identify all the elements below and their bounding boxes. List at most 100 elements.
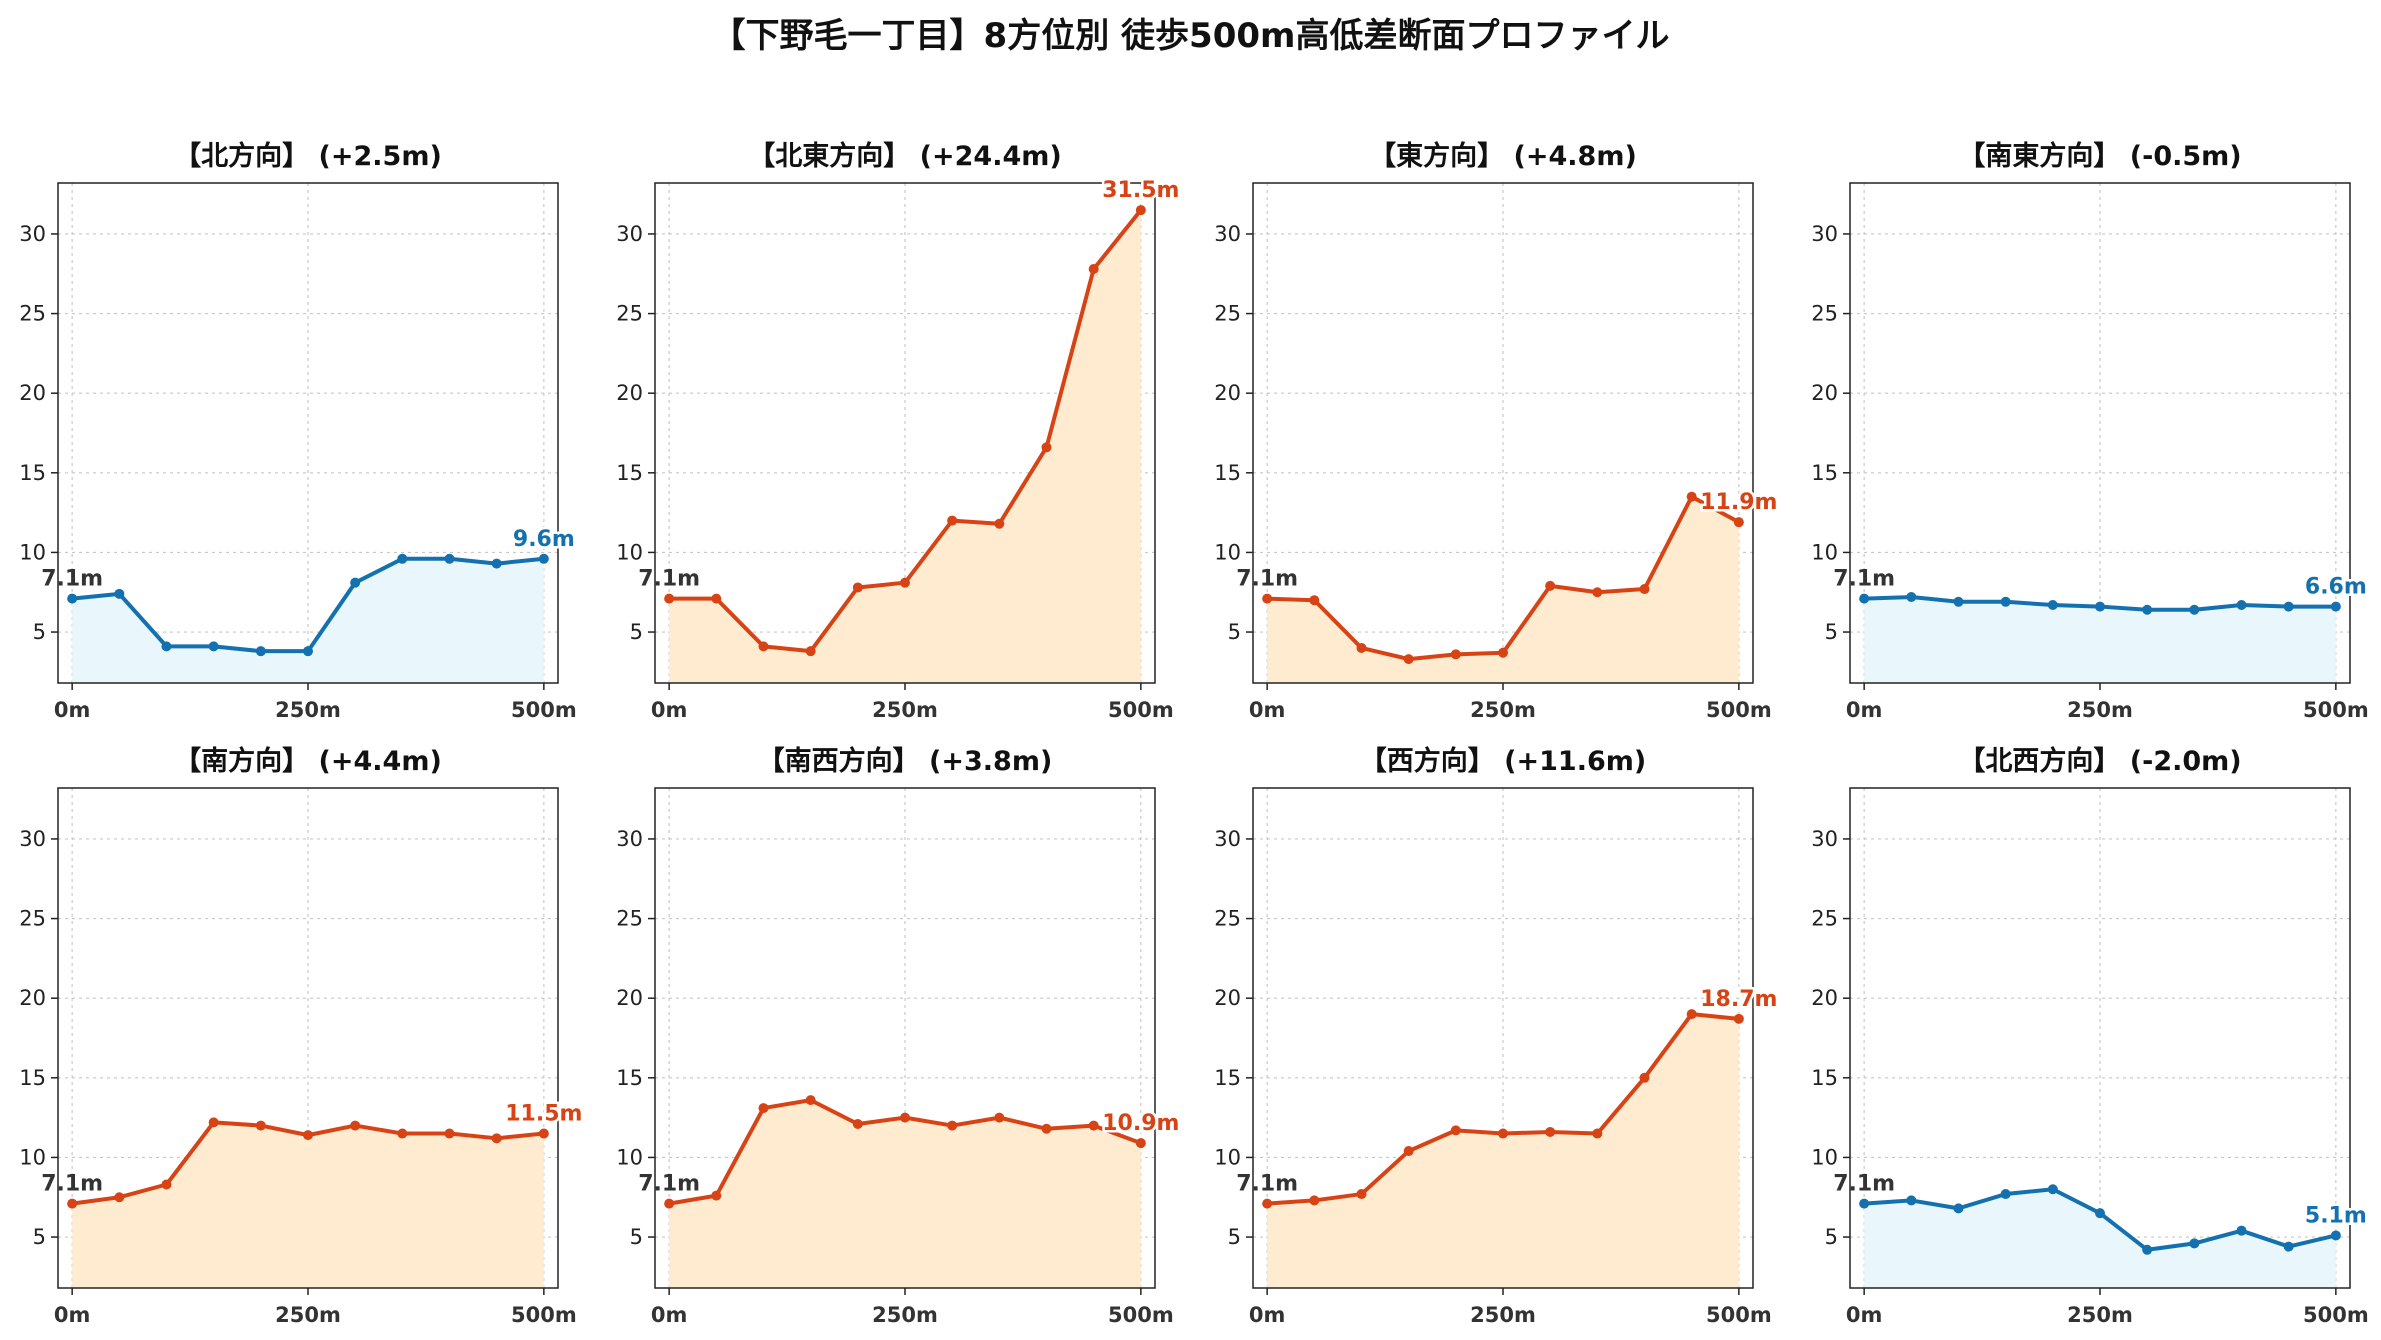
y-tick-label: 5 [630,1225,643,1249]
panel-title: 【東方向】 (+4.8m) [1369,140,1637,172]
data-point [1450,1125,1461,1136]
end-value-label: 10.9m [1102,1111,1179,1136]
end-value-label: 31.5m [1102,178,1179,203]
data-point [2000,596,2011,607]
data-point [303,646,313,657]
x-tick-label: 0m [1249,1303,1286,1327]
y-tick-label: 15 [1214,1066,1241,1090]
x-tick-label: 500m [1706,698,1772,722]
y-tick-label: 15 [616,461,643,485]
x-tick-label: 250m [872,698,938,722]
y-tick-label: 5 [33,620,46,644]
y-tick-label: 15 [1214,461,1241,485]
y-tick-label: 30 [1214,222,1241,246]
area-fill [669,1100,1141,1288]
data-point [1545,580,1556,591]
data-point [2330,601,2341,612]
data-point [1309,595,1320,606]
y-tick-label: 10 [1214,540,1241,564]
data-point [2283,1241,2294,1252]
data-point [1639,584,1650,595]
y-tick-label: 25 [1811,907,1838,931]
start-value-label: 7.1m [638,567,700,592]
data-point [397,1128,408,1139]
y-tick-label: 25 [19,302,46,326]
data-point [208,1117,219,1128]
y-tick-label: 20 [19,381,46,405]
x-tick-label: 0m [651,1303,688,1327]
start-value-label: 7.1m [41,1172,103,1197]
data-point [1906,1195,1917,1206]
start-value-label: 7.1m [638,1172,700,1197]
y-tick-label: 5 [1825,1225,1838,1249]
data-point [303,1130,313,1141]
data-point [255,646,266,657]
x-tick-label: 0m [651,698,688,722]
y-tick-label: 25 [1811,302,1838,326]
y-tick-label: 25 [1214,907,1241,931]
area-fill [72,558,544,683]
data-point [67,593,78,604]
y-tick-label: 10 [616,1145,643,1169]
data-point [208,641,219,652]
x-tick-label: 0m [1846,1303,1883,1327]
y-tick-label: 30 [19,222,46,246]
data-point [1356,1189,1367,1200]
data-point [350,1120,361,1131]
data-point [538,1128,549,1139]
panel-title: 【南東方向】 (-0.5m) [1958,140,2241,172]
data-point [2000,1189,2011,1200]
data-point [758,641,769,652]
y-tick-label: 20 [1214,381,1241,405]
panel-1: 【北東方向】 (+24.4m) 5 10 15 20 25 30 0m 250m 500m 7.1m… [616,140,1182,722]
data-point [2142,604,2153,615]
data-point [161,1179,172,1190]
data-point [1686,1009,1697,1020]
y-tick-label: 30 [1811,827,1838,851]
y-tick-label: 20 [616,986,643,1010]
start-value-label: 7.1m [1833,1172,1895,1197]
x-tick-label: 250m [275,1303,341,1327]
data-point [67,1198,78,1209]
y-tick-label: 15 [616,1066,643,1090]
x-tick-label: 250m [1470,1303,1536,1327]
data-point [900,577,910,588]
y-tick-label: 5 [1228,1225,1241,1249]
area-fill [1864,597,2336,683]
data-point [2189,1238,2200,1249]
data-point [1953,596,1964,607]
data-point [1135,205,1146,216]
data-point [2189,604,2200,615]
data-point [1592,1128,1603,1139]
y-tick-label: 30 [19,827,46,851]
data-point [805,646,816,657]
panel-title: 【西方向】 (+11.6m) [1360,745,1646,777]
x-tick-label: 250m [872,1303,938,1327]
data-point [2236,1225,2247,1236]
data-point [1450,649,1461,660]
data-point [1356,642,1367,653]
x-tick-label: 0m [1249,698,1286,722]
end-value-label: 6.6m [2305,575,2367,600]
y-tick-label: 30 [1811,222,1838,246]
y-tick-label: 25 [1214,302,1241,326]
x-tick-label: 0m [1846,698,1883,722]
y-tick-label: 15 [1811,1066,1838,1090]
data-point [255,1120,266,1131]
y-tick-label: 15 [1811,461,1838,485]
data-point [2283,601,2294,612]
panel-title: 【南方向】 (+4.4m) [174,745,442,777]
data-point [1733,517,1744,528]
x-tick-label: 500m [1108,698,1174,722]
panel-3: 【南東方向】 (-0.5m) 5 10 15 20 25 30 0m 250m 500m 7.1m 6… [1811,140,2369,722]
y-tick-label: 25 [19,907,46,931]
x-tick-label: 0m [54,1303,91,1327]
panel-title: 【南西方向】 (+3.8m) [758,745,1053,777]
data-point [711,1190,722,1201]
data-point [2095,1208,2105,1219]
panel-6: 【西方向】 (+11.6m) 5 10 15 20 25 30 0m 250m 500m 7.1m 1… [1214,745,1780,1327]
y-tick-label: 10 [19,540,46,564]
data-point [1859,593,1870,604]
y-tick-label: 5 [33,1225,46,1249]
